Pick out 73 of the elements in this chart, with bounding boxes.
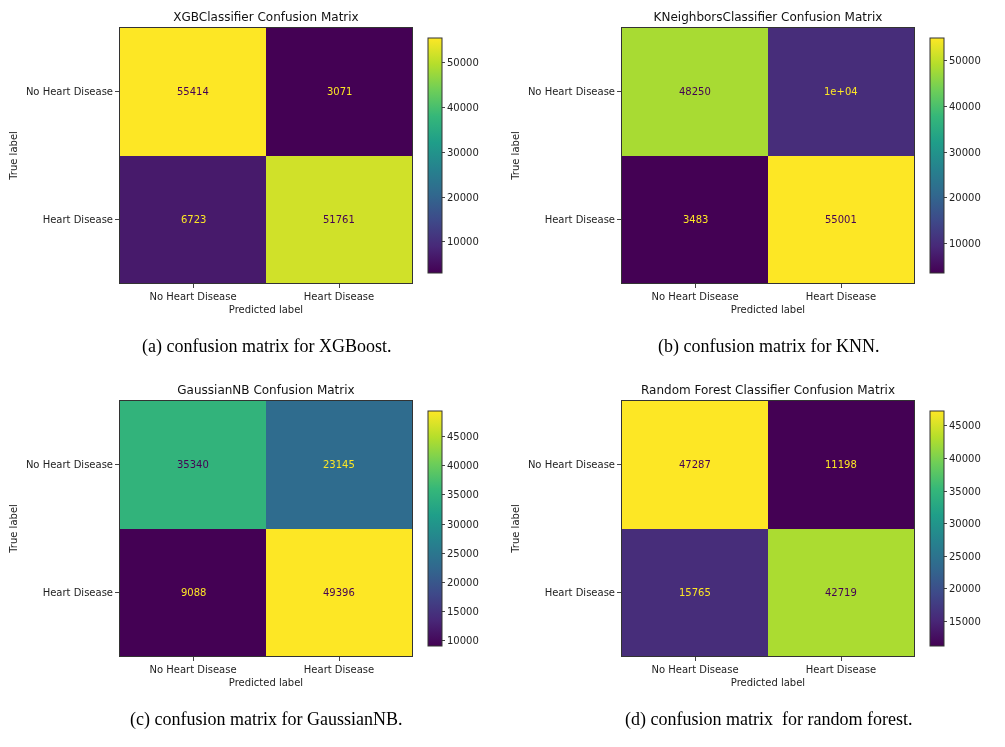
color-bar-label: 15000 (949, 615, 981, 627)
color-bar-label: 50000 (447, 56, 479, 68)
color-bar-label: 30000 (447, 518, 479, 530)
color-bar-label: 40000 (447, 101, 479, 113)
color-bar-label: 35000 (447, 489, 479, 501)
color-bar-label: 20000 (447, 191, 479, 203)
data-label: 47287 (679, 459, 711, 470)
x-tick-label: No Heart Disease (651, 664, 739, 675)
color-bar-label: 35000 (949, 485, 981, 497)
color-bar-label: 50000 (949, 55, 981, 67)
x-tick-label: No Heart Disease (149, 664, 237, 675)
color-bar-label: 30000 (949, 146, 981, 158)
data-label: 3483 (683, 214, 709, 225)
x-axis-title: Predicted label (730, 676, 806, 688)
y-axis-title: True label (7, 504, 19, 554)
y-tick-label: No Heart Disease (25, 86, 113, 98)
data-label: 42719 (825, 587, 857, 598)
color-bar-label: 40000 (447, 460, 479, 472)
color-bar-label: 20000 (949, 583, 981, 595)
x-axis-title: Predicted label (730, 303, 806, 315)
data-label: 35340 (177, 459, 209, 470)
color-bar-label: 25000 (949, 550, 981, 562)
data-label: 6723 (181, 214, 207, 225)
color-bar-label: 40000 (949, 452, 981, 464)
color-bar-label: 10000 (447, 236, 479, 248)
data-label: 55414 (177, 86, 209, 97)
x-tick-label: No Heart Disease (651, 291, 739, 302)
data-label: 48250 (679, 86, 711, 97)
text: (b) confusion matrix for KNN. (658, 336, 880, 357)
color-bar-label: 45000 (447, 431, 479, 443)
data-label: 11198 (825, 459, 857, 470)
color-bar-label: 20000 (949, 192, 981, 204)
color-bar-label: 40000 (949, 100, 981, 112)
y-tick-label: Heart Disease (544, 586, 615, 598)
color-bar-label: 30000 (447, 146, 479, 158)
data-label: 51761 (323, 214, 355, 225)
data-label: 1e+04 (824, 86, 858, 97)
color-bar-label: 15000 (447, 606, 479, 618)
y-axis-title: True label (509, 504, 521, 554)
chart-title: KNeighborsClassifier Confusion Matrix (653, 9, 883, 24)
chart-title: XGBClassifier Confusion Matrix (173, 9, 359, 24)
text: (c) confusion matrix for GaussianNB. (130, 709, 403, 730)
x-tick-label: Heart Disease (303, 664, 375, 675)
text: (a) confusion matrix for XGBoost. (142, 336, 392, 357)
data-label: 23145 (323, 459, 355, 470)
x-axis-title: Predicted label (228, 676, 304, 688)
color-bar-label: 45000 (949, 420, 981, 432)
y-tick-label: No Heart Disease (25, 459, 113, 471)
text: (d) confusion matrix for random forest. (625, 709, 913, 730)
y-axis-title: True label (7, 131, 19, 181)
chart-title: Random Forest Classifier Confusion Matrix (640, 382, 896, 397)
x-tick-label: Heart Disease (805, 291, 877, 302)
data-label: 9088 (181, 587, 207, 598)
data-label: 15765 (679, 587, 711, 598)
y-tick-label: Heart Disease (42, 586, 113, 598)
x-tick-label: No Heart Disease (149, 291, 237, 302)
color-bar-label: 10000 (447, 635, 479, 647)
data-label: 55001 (825, 214, 857, 225)
y-tick-label: Heart Disease (544, 213, 615, 225)
data-label: 3071 (327, 86, 353, 97)
data-label: 49396 (323, 587, 355, 598)
color-bar-label: 25000 (447, 547, 479, 559)
color-bar-label: 10000 (949, 237, 981, 249)
x-tick-label: Heart Disease (805, 664, 877, 675)
color-bar-label: 30000 (949, 518, 981, 530)
y-tick-label: No Heart Disease (527, 86, 615, 98)
chart-title: GaussianNB Confusion Matrix (177, 382, 355, 397)
y-tick-label: Heart Disease (42, 213, 113, 225)
x-axis-title: Predicted label (228, 303, 304, 315)
color-bar-label: 20000 (447, 576, 479, 588)
x-tick-label: Heart Disease (303, 291, 375, 302)
y-tick-label: No Heart Disease (527, 459, 615, 471)
y-axis-title: True label (509, 131, 521, 181)
